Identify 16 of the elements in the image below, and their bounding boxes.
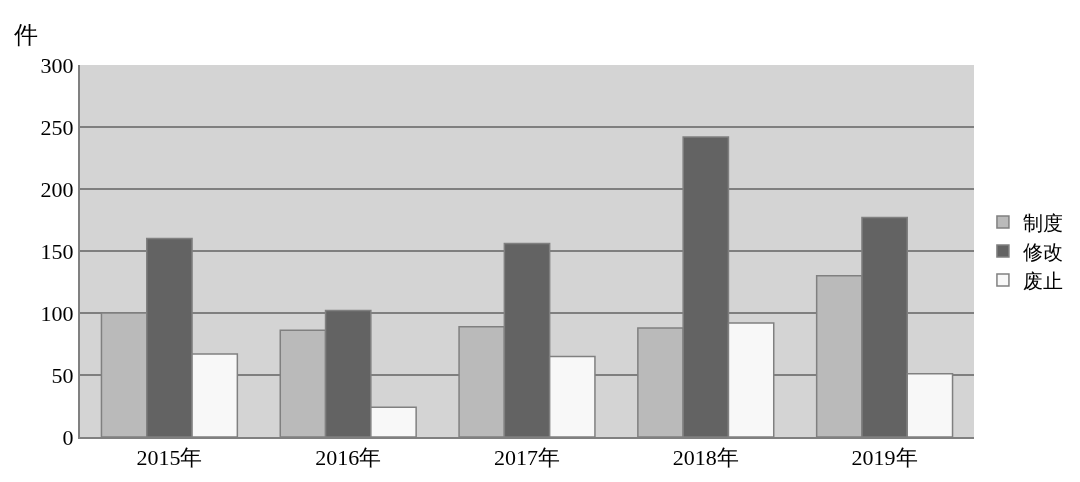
legend-label: 修改 (1022, 240, 1063, 263)
y-axis-title: 件 (14, 22, 38, 48)
x-tick-label: 2015年 (136, 445, 203, 471)
y-tick-label: 300 (40, 52, 74, 78)
y-tick-label: 50 (51, 362, 74, 388)
y-tick-label: 0 (62, 424, 74, 450)
x-tick-label: 2018年 (672, 445, 739, 471)
legend-label: 废止 (1022, 269, 1063, 292)
y-tick-label: 100 (40, 300, 74, 326)
y-tick-label: 250 (40, 114, 74, 140)
y-tick-label: 150 (40, 238, 74, 264)
legend-label: 制度 (1022, 211, 1063, 234)
x-tick-label: 2016年 (315, 445, 382, 471)
x-tick-label: 2019年 (851, 445, 918, 471)
y-tick-label: 200 (40, 176, 74, 202)
x-tick-label: 2017年 (494, 445, 560, 471)
